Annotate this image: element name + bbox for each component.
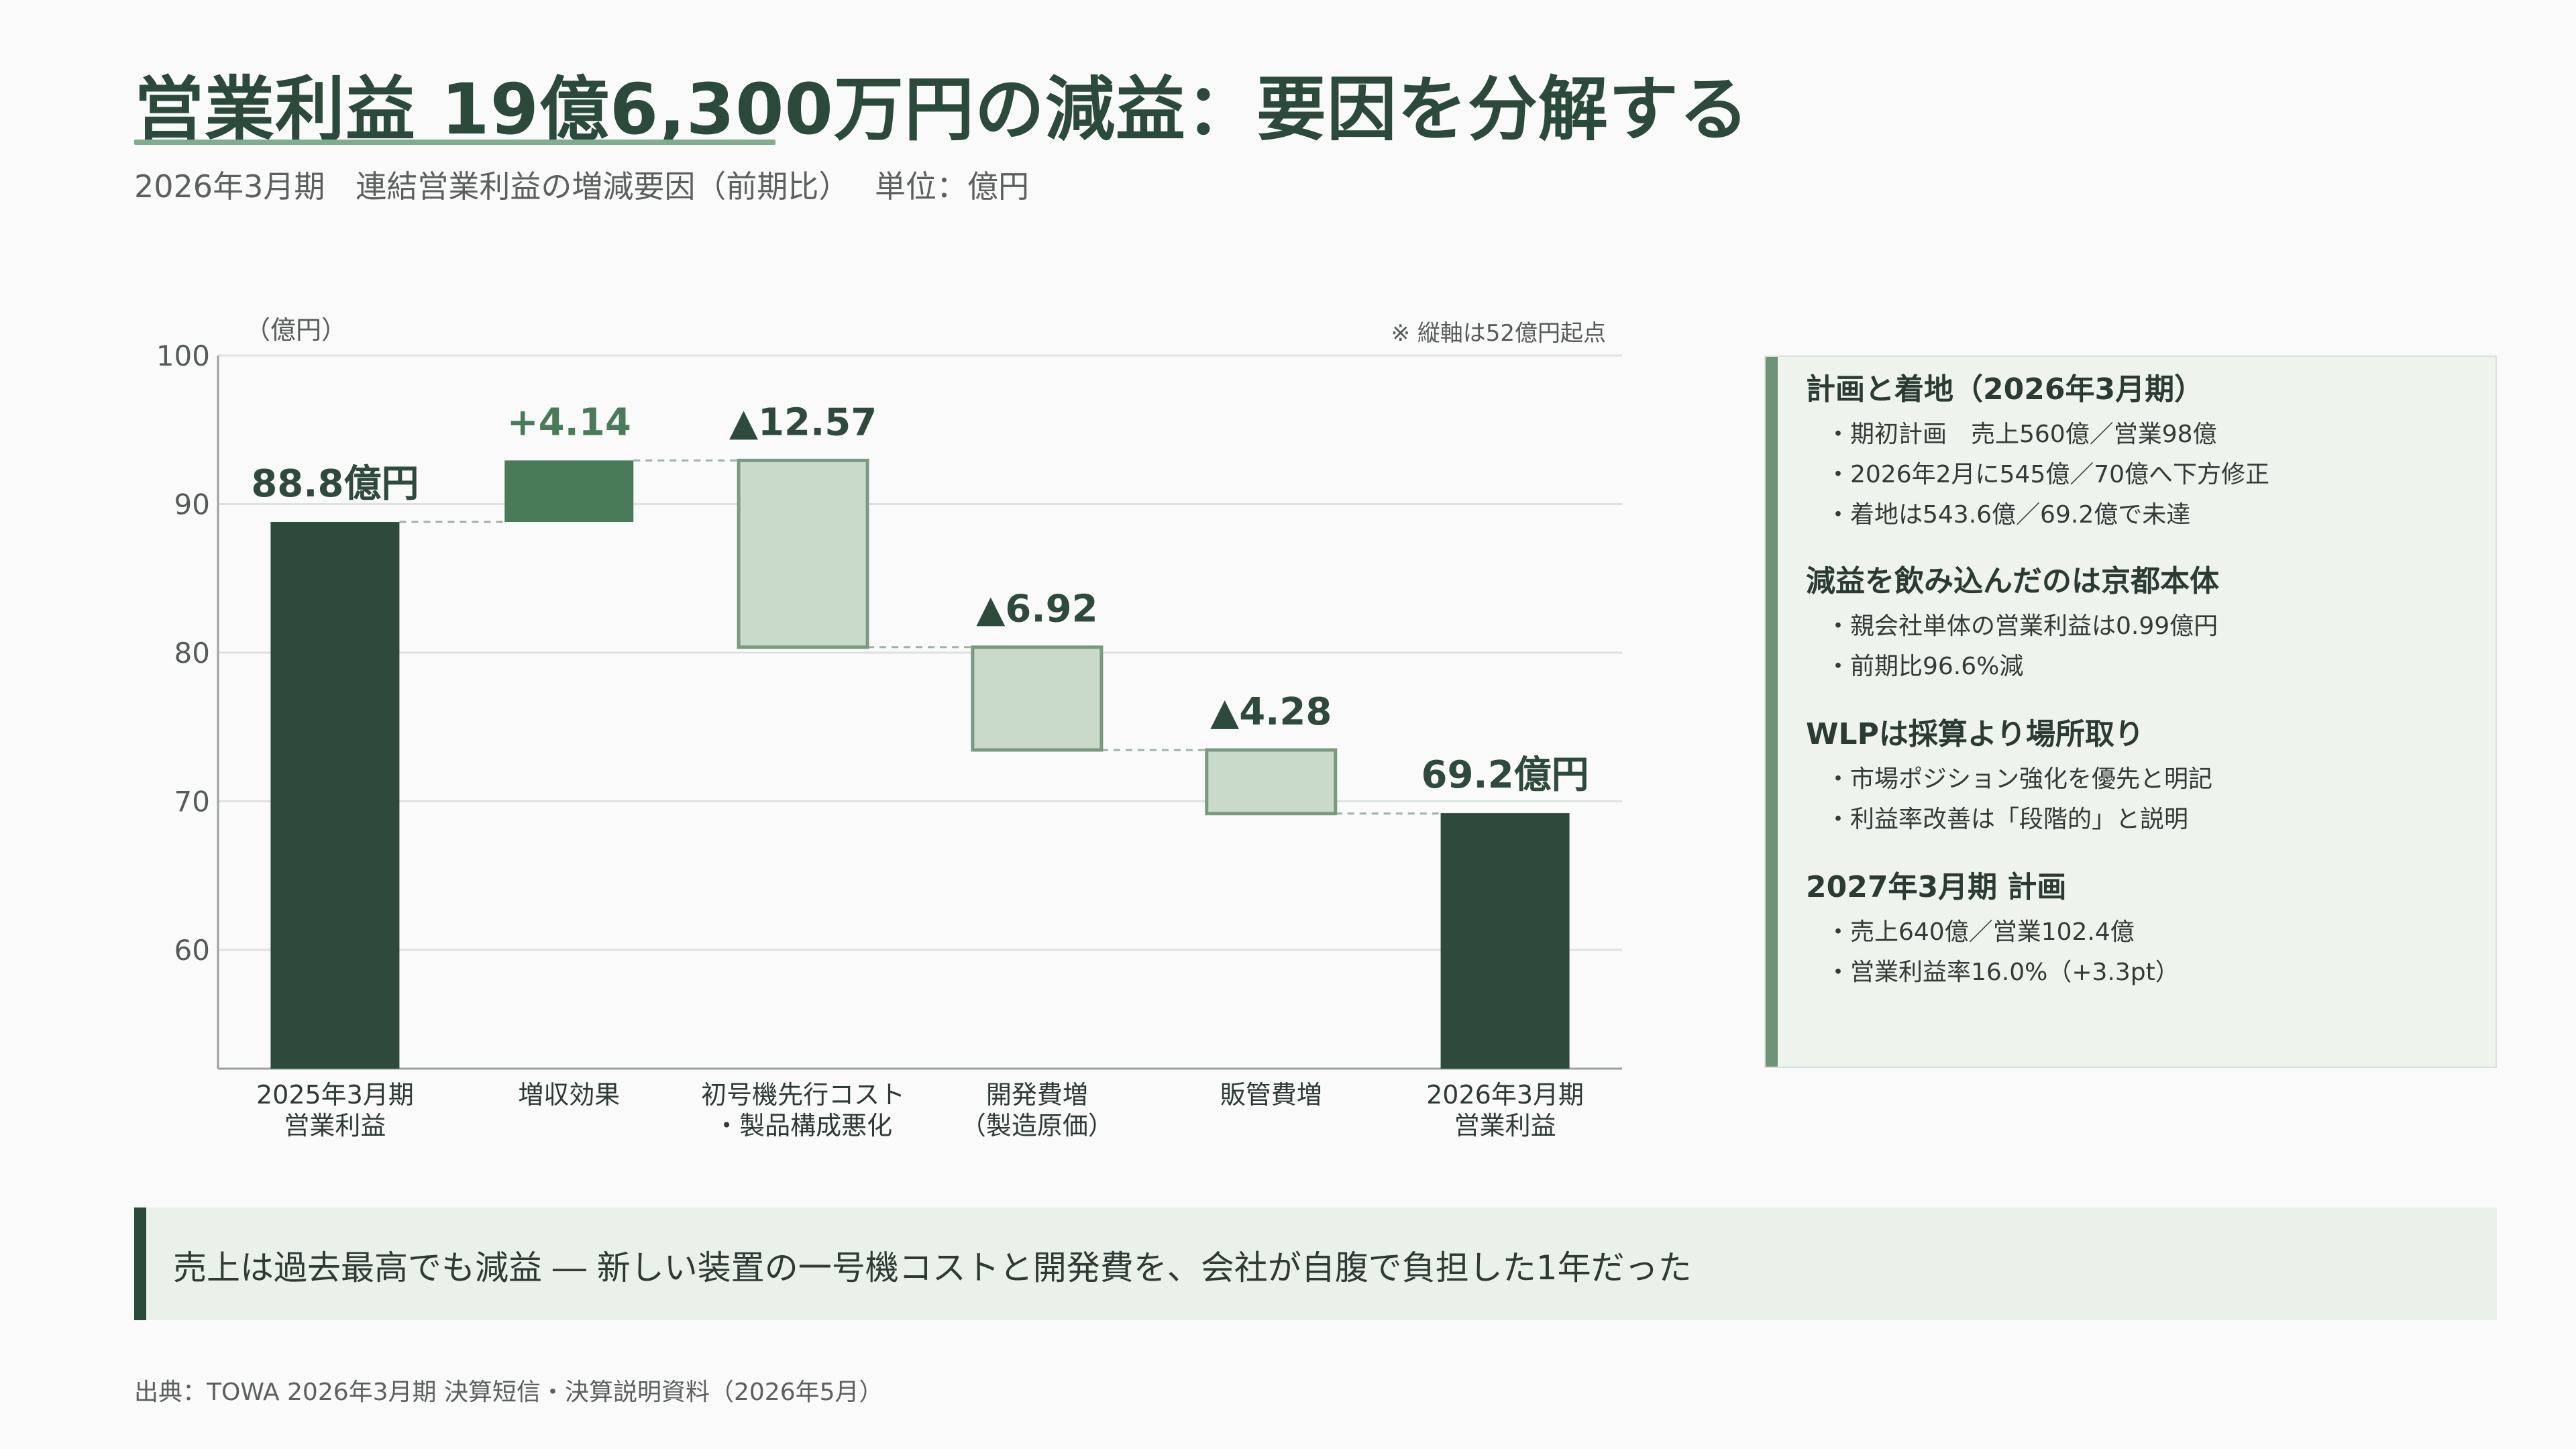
x-tick-label: 2026年3月期 [1426, 1080, 1584, 1110]
side-section-kyoto: 減益を飲み込んだのは京都本体 ・親会社単体の営業利益は0.99億円 ・前期比96… [1806, 557, 2219, 687]
page-subtitle: 2026年3月期 連結営業利益の増減要因（前期比） 単位：億円 [134, 168, 1029, 205]
x-tick-label: 営業利益 [1454, 1111, 1556, 1140]
side-section-fy2027: 2027年3月期 計画 ・売上640億／営業102.4億 ・営業利益率16.0%… [1806, 863, 2180, 993]
x-tick-label: 販管費増 [1220, 1080, 1322, 1110]
x-tick-label: 営業利益 [284, 1111, 386, 1140]
data-label: +4.14 [507, 400, 631, 444]
x-tick-label: ・製品構成悪化 [714, 1111, 892, 1140]
title-underline [134, 140, 775, 145]
data-label: 69.2億円 [1421, 753, 1589, 797]
x-tick-label: 開発費増 [986, 1080, 1088, 1110]
waterfall-bar [1440, 813, 1570, 1069]
page-title: 営業利益 19億6,300万円の減益：要因を分解する [134, 68, 1750, 150]
side-section-item: ・営業利益率16.0%（+3.3pt） [1826, 959, 2180, 986]
side-section-heading: 2027年3月期 計画 [1806, 870, 2067, 904]
side-section-item: ・売上640億／営業102.4億 [1826, 918, 2135, 946]
waterfall-bar [737, 458, 869, 649]
side-panel-accent-bar [1766, 357, 1778, 1067]
x-tick-label: 2025年3月期 [256, 1080, 414, 1110]
y-tick-label: 100 [156, 339, 210, 372]
side-section-item: ・市場ポジション強化を優先と明記 [1826, 765, 2213, 793]
side-section-item: ・期初計画 売上560億／営業98億 [1826, 421, 2217, 448]
data-label: ▲6.92 [976, 588, 1097, 631]
x-tick-label: （製造原価） [961, 1111, 1114, 1140]
data-label: ▲4.28 [1210, 690, 1332, 734]
summary-callout: 売上は過去最高でも減益 ― 新しい装置の一号機コストと開発費を、会社が自腹で負担… [134, 1208, 2497, 1320]
waterfall-bar [504, 460, 634, 523]
side-section-item: ・利益率改善は「段階的」と説明 [1826, 806, 2189, 833]
waterfall-bar [1205, 748, 1338, 816]
waterfall-bar [270, 522, 400, 1069]
y-unit-label: （億円） [245, 315, 347, 345]
axis-note: ※ 縦軸は52億円起点 [1391, 320, 1606, 347]
y-tick-label: 90 [174, 488, 210, 521]
data-label: ▲12.57 [729, 400, 877, 444]
y-tick-label: 70 [174, 785, 210, 818]
side-section-item: ・前期比96.6%減 [1826, 653, 2024, 680]
x-tick-label: 増収効果 [518, 1080, 620, 1110]
source-note: 出典：TOWA 2026年3月期 決算短信・決算説明資料（2026年5月） [134, 1379, 883, 1406]
side-panel: 計画と着地（2026年3月期） ・期初計画 売上560億／営業98億 ・2026… [1764, 356, 2497, 1068]
side-section-item: ・親会社単体の営業利益は0.99億円 [1826, 612, 2218, 640]
y-tick-label: 60 [174, 934, 210, 967]
callout-text: 売上は過去最高でも減益 ― 新しい装置の一号機コストと開発費を、会社が自腹で負担… [173, 1248, 1692, 1287]
side-section-plan: 計画と着地（2026年3月期） ・期初計画 売上560億／営業98億 ・2026… [1806, 365, 2269, 535]
side-section-heading: WLPは採算より場所取り [1806, 717, 2144, 751]
data-label: 88.8億円 [251, 462, 419, 506]
side-section-item: ・着地は543.6億／69.2億で未達 [1826, 501, 2191, 529]
side-section-item: ・2026年2月に545億／70億へ下方修正 [1826, 461, 2270, 488]
side-section-heading: 減益を飲み込んだのは京都本体 [1806, 564, 2219, 598]
side-section-heading: 計画と着地（2026年3月期） [1806, 372, 2204, 407]
waterfall-chart: 60 70 80 90 100 （億円） ※ 縦軸は52億円起点 88.8億円 2025年3月期… [156, 315, 1622, 1140]
x-tick-label: 初号機先行コスト [701, 1080, 905, 1110]
side-section-wlp: WLPは採算より場所取り ・市場ポジション強化を優先と明記 ・利益率改善は「段階… [1806, 710, 2212, 840]
y-tick-label: 80 [174, 637, 210, 669]
callout-accent-bar [134, 1208, 146, 1320]
waterfall-bar [971, 645, 1104, 752]
